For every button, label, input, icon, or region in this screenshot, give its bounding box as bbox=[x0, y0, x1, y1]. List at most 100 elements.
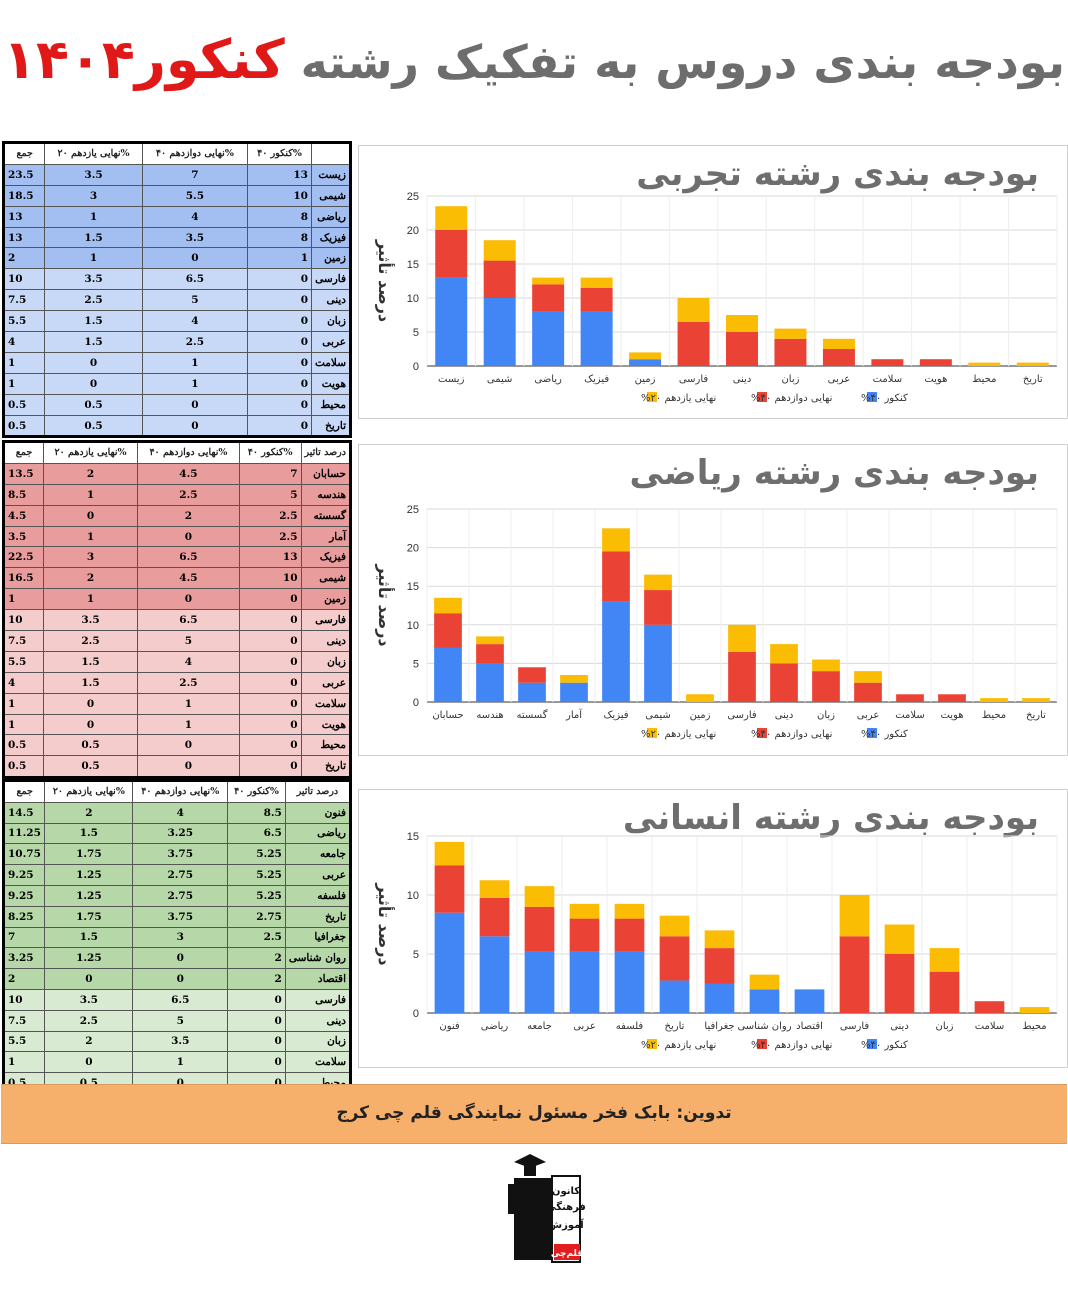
x-tick-label: محیط bbox=[1022, 1021, 1046, 1032]
table-cell-d11: 1.25 bbox=[44, 864, 134, 886]
bar-segment bbox=[602, 601, 630, 702]
table-header: نهایی دوازدهم ۴۰% bbox=[141, 142, 249, 165]
table-header: نهایی یازدهم ۲۰% bbox=[42, 441, 139, 464]
table-row: 13 1.5 3.5 8 فیزیک bbox=[2, 226, 351, 249]
x-tick-label: سلامت bbox=[895, 710, 925, 721]
bar-segment bbox=[532, 311, 565, 366]
table-cell-d11: 3.5 bbox=[42, 609, 139, 632]
table-cell-konkur: 0 bbox=[247, 393, 312, 416]
bar-segment bbox=[434, 912, 465, 1013]
table-cell-name: حسابان bbox=[300, 462, 352, 485]
table-cell-konkur: 10 bbox=[247, 184, 312, 207]
table-cell-d12: 6.5 bbox=[137, 546, 240, 569]
table-cell-d11: 0 bbox=[44, 372, 143, 395]
bar-segment bbox=[560, 674, 588, 683]
bar-segment bbox=[644, 624, 672, 702]
legend-swatch bbox=[647, 1039, 657, 1049]
bar-segment bbox=[896, 694, 924, 702]
table-cell-sum: 9.25 bbox=[2, 884, 46, 907]
table-row: 0.5 0.5 0 0 تاریخ bbox=[2, 414, 351, 438]
table-cell-name: عربی bbox=[311, 331, 351, 353]
table-cell-name: فیزیک bbox=[311, 226, 351, 249]
table-cell-d12: 5 bbox=[132, 1009, 229, 1032]
table-cell-d12: 4 bbox=[132, 801, 229, 824]
bar-segment bbox=[479, 897, 510, 937]
table-cell-konkur: 8.5 bbox=[227, 801, 286, 824]
table-row: 2 0 0 2 اقتصاد bbox=[2, 968, 352, 990]
y-tick-label: 20 bbox=[407, 543, 419, 555]
bar-segment bbox=[749, 974, 780, 990]
x-tick-label: دینی bbox=[733, 374, 752, 385]
bar-segment bbox=[919, 359, 952, 366]
bar-segment bbox=[1016, 362, 1049, 366]
bar-segment bbox=[602, 551, 630, 602]
chart-riazi: بودجه بندی رشته ریاضی 0 5 10 15 20 25 درصد تأث… bbox=[358, 444, 1068, 756]
table-cell-name: سلامت bbox=[284, 1051, 352, 1074]
table-row: 9.25 1.25 2.75 5.25 عربی bbox=[2, 864, 352, 886]
x-tick-label: هندسه bbox=[476, 710, 503, 721]
table-cell-konkur: 0 bbox=[238, 713, 302, 736]
footer-text: تدوین: بابک فخر مسئول نمایندگی قلم چی کر… bbox=[336, 1103, 732, 1123]
x-tick-label: هویت bbox=[924, 374, 947, 385]
x-tick-label: هویت bbox=[940, 710, 963, 721]
bar-segment bbox=[704, 930, 735, 949]
bar-segment bbox=[532, 277, 565, 285]
table-cell-d12: 2.5 bbox=[137, 671, 240, 694]
y-tick-label: 15 bbox=[407, 581, 419, 593]
bar-segment bbox=[704, 948, 735, 984]
x-tick-label: فارسی bbox=[840, 1021, 870, 1032]
table-cell-sum: 10 bbox=[2, 268, 46, 291]
table-header: جمع bbox=[2, 780, 46, 803]
table-cell-konkur: 0 bbox=[238, 609, 302, 632]
bar-segment bbox=[569, 903, 600, 919]
table-cell-d12: 1 bbox=[137, 692, 240, 715]
bar-segment bbox=[434, 613, 462, 648]
table-cell-d11: 1 bbox=[44, 205, 143, 228]
table-cell-name: سلامت bbox=[311, 351, 351, 374]
logo-line4: قلم‌چی bbox=[551, 1249, 583, 1259]
table-cell-konkur: 0 bbox=[247, 414, 312, 438]
page-title: بودجه بندی دروس به تفکیک رشته کنکور۱۴۰۴ bbox=[0, 28, 1068, 91]
table-cell-konkur: 8 bbox=[247, 226, 312, 249]
bar-segment bbox=[749, 989, 780, 1013]
table-row: 14.5 2 4 8.5 فنون bbox=[2, 801, 352, 824]
legend-swatch bbox=[867, 392, 877, 402]
bar-segment bbox=[929, 948, 960, 972]
table-cell-d12: 0 bbox=[137, 525, 240, 548]
table-row: 11.25 1.5 3.25 6.5 ریاضی bbox=[2, 822, 352, 845]
bar-segment bbox=[435, 230, 468, 278]
legend-swatch bbox=[867, 728, 877, 738]
table-cell-d12: 0 bbox=[132, 947, 229, 970]
chart-ensani: بودجه بندی رشته انسانی 0 5 10 15 درصد تأثیر ف… bbox=[358, 789, 1068, 1068]
x-tick-label: عربی bbox=[857, 710, 880, 721]
table-cell-d12: 5.5 bbox=[141, 184, 249, 207]
table-cell-d12: 3 bbox=[132, 926, 229, 949]
table-cell-sum: 10 bbox=[2, 988, 46, 1011]
table-row: 10 3.5 6.5 0 فارسی bbox=[2, 268, 351, 291]
bar-segment bbox=[884, 954, 915, 1013]
bar-segment bbox=[434, 841, 465, 866]
table-cell-sum: 9.25 bbox=[2, 864, 46, 886]
table-row: 5.5 1.5 4 0 زبان bbox=[3, 650, 352, 673]
x-tick-label: شیمی bbox=[487, 374, 513, 385]
table-cell-sum: 7.5 bbox=[2, 289, 46, 312]
table-cell-sum: 1 bbox=[2, 1051, 46, 1074]
legend-label: کنکور ۴۰% bbox=[861, 393, 908, 404]
bar-segment bbox=[434, 647, 462, 702]
table-cell-sum: 13 bbox=[2, 226, 46, 249]
table-row: 18.5 3 5.5 10 شیمی bbox=[2, 184, 351, 207]
table-cell-konkur: 5 bbox=[238, 483, 302, 506]
table-cell-d11: 2.5 bbox=[42, 630, 139, 652]
table-cell-d11: 0.5 bbox=[44, 414, 143, 438]
x-tick-label: زمین bbox=[690, 710, 711, 721]
y-axis-label: درصد تأثیر bbox=[375, 239, 395, 322]
x-tick-label: روان شناسی bbox=[737, 1021, 791, 1032]
page-title-highlight: کنکور۱۴۰۴ bbox=[2, 28, 285, 91]
bar-segment bbox=[704, 983, 735, 1013]
bar-segment bbox=[560, 682, 588, 702]
x-tick-label: جامعه bbox=[527, 1021, 552, 1032]
table-cell-d12: 0 bbox=[141, 247, 249, 270]
y-tick-label: 0 bbox=[413, 361, 419, 373]
table-cell-sum: 7 bbox=[2, 926, 46, 949]
table-cell-name: زمین bbox=[300, 588, 352, 611]
